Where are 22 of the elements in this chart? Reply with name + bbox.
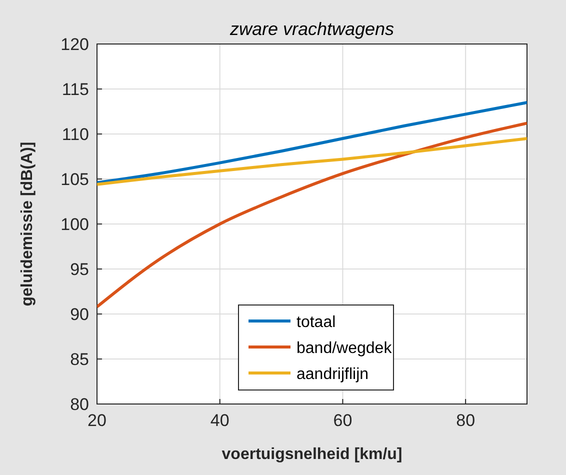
x-axis-title: voertuigsnelheid [km/u] [222,446,402,463]
legend-label: totaal [296,314,336,331]
x-tick-label: 20 [88,411,106,430]
line-series [97,101,527,184]
y-tick-label: 120 [60,35,89,54]
legend-label: band/wegdek [296,340,393,357]
y-tick-label: 105 [60,170,89,189]
y-tick-label: 100 [60,215,89,234]
y-axis-title: geluidemissie [dB(A)] [19,142,36,306]
x-tick-label: 60 [333,411,352,430]
x-tick-label: 40 [210,411,230,430]
line-series [97,137,527,186]
y-tick-label: 90 [70,305,89,324]
y-tick-label: 115 [62,80,89,99]
chart-title: zware vrachtwagens [228,19,394,39]
legend-label: aandrijflijn [296,366,369,383]
y-tick-label: 95 [70,260,89,279]
y-tick-label: 80 [70,395,89,414]
y-tick-label: 85 [70,350,89,369]
line-series [97,122,527,308]
x-tick-label: 80 [456,411,476,430]
y-tick-label: 110 [62,125,89,144]
